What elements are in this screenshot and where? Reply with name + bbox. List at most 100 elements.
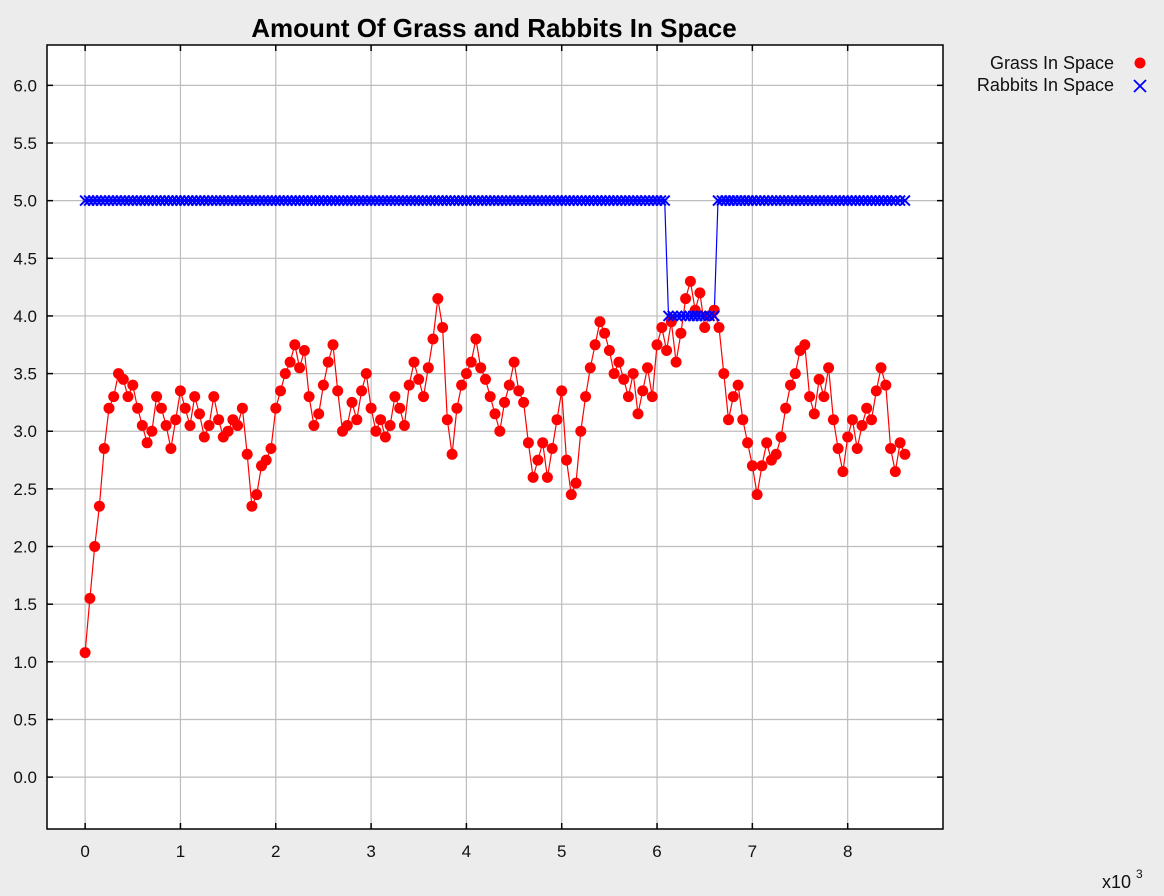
x-tick-label: 6 (652, 842, 661, 861)
legend: Grass In Space Rabbits In Space (977, 53, 1147, 95)
grass-point (827, 414, 839, 426)
grass-point (808, 408, 820, 420)
grass-point (141, 437, 153, 449)
grass-point (332, 385, 344, 397)
grass-point (265, 443, 277, 454)
grass-point (608, 368, 620, 380)
rabbit-point (698, 310, 711, 322)
grass-point (294, 362, 306, 374)
y-tick-label: 5.0 (13, 192, 37, 211)
grass-point (632, 408, 644, 420)
grass-point (575, 425, 587, 437)
grass-point (132, 402, 144, 414)
grass-point (122, 391, 134, 403)
grass-point (189, 391, 201, 403)
grass-point (251, 489, 263, 501)
grass-point (356, 385, 368, 397)
y-tick-label: 3.0 (13, 422, 37, 441)
grass-point (413, 373, 425, 385)
y-tick-label: 6.0 (13, 76, 37, 95)
grass-point (403, 379, 415, 391)
grass-point (727, 391, 739, 403)
y-tick-label: 0.5 (13, 710, 37, 729)
grass-point (723, 414, 734, 426)
x-axis-multiplier: x10 (1102, 872, 1131, 892)
grass-point (866, 414, 877, 426)
grass-point (389, 391, 401, 403)
grass-point (289, 339, 301, 351)
grass-point (308, 420, 320, 431)
grass-point (813, 373, 825, 385)
grass-point (680, 293, 692, 305)
grass-point (589, 339, 601, 351)
grass-point (379, 431, 391, 443)
grass-point (432, 293, 444, 305)
grass-point (699, 322, 711, 333)
x-tick-label: 0 (80, 842, 89, 861)
grass-point (441, 414, 453, 426)
grass-point (718, 368, 730, 380)
rabbit-point (658, 194, 671, 207)
grass-point (484, 391, 496, 403)
grass-point (551, 414, 563, 426)
grass-point (89, 541, 101, 552)
grass-point (313, 408, 325, 420)
legend-label-rabbits: Rabbits In Space (977, 75, 1114, 95)
grass-point (465, 356, 477, 368)
grass-point (570, 477, 582, 489)
grass-point (93, 500, 105, 512)
grass-point (160, 420, 172, 431)
rabbit-point (667, 310, 679, 322)
grass-point (508, 356, 520, 368)
grass-point (861, 402, 873, 414)
y-tick-label: 1.5 (13, 595, 37, 614)
grass-point (751, 489, 763, 501)
grass-point (599, 327, 611, 339)
rabbit-point (889, 194, 902, 207)
grass-point (284, 356, 296, 368)
grass-point (561, 454, 572, 466)
grass-point (832, 443, 844, 454)
grass-point (232, 420, 244, 431)
grass-point (222, 425, 234, 437)
grass-point (360, 368, 372, 380)
grass-point (627, 368, 639, 380)
y-tick-label: 2.0 (13, 538, 37, 557)
grass-point (651, 339, 663, 351)
grass-point (98, 443, 110, 454)
grass-point (279, 368, 291, 380)
legend-label-grass: Grass In Space (990, 53, 1114, 73)
rabbit-point (894, 194, 906, 207)
grass-point (127, 379, 139, 391)
grass-point (194, 408, 205, 420)
grass-point (756, 460, 768, 472)
grass-point (184, 420, 196, 431)
grass-point (165, 443, 177, 454)
grass-point (889, 466, 901, 478)
legend-marker-grass (1134, 57, 1146, 69)
grass-point (275, 385, 286, 397)
grass-point (427, 333, 439, 345)
grass-point (837, 466, 849, 478)
grass-point (155, 402, 167, 414)
grass-point (270, 402, 282, 414)
series-points (79, 194, 911, 659)
grass-point (322, 356, 334, 368)
rabbit-point (662, 310, 675, 322)
grass-point (213, 414, 225, 426)
grass-point (174, 385, 186, 397)
grass-point (661, 345, 673, 356)
grass-point (418, 391, 429, 403)
grass-point (475, 362, 487, 374)
grass-point (580, 391, 592, 403)
grass-point (770, 448, 782, 460)
rabbit-point (695, 310, 707, 322)
y-tick-label: 4.0 (13, 307, 37, 326)
grass-point (799, 339, 811, 351)
grass-point (136, 420, 148, 431)
x-tick-label: 7 (748, 842, 757, 861)
grass-point (437, 322, 449, 333)
grass-point (684, 275, 696, 287)
grass-point (327, 339, 339, 351)
